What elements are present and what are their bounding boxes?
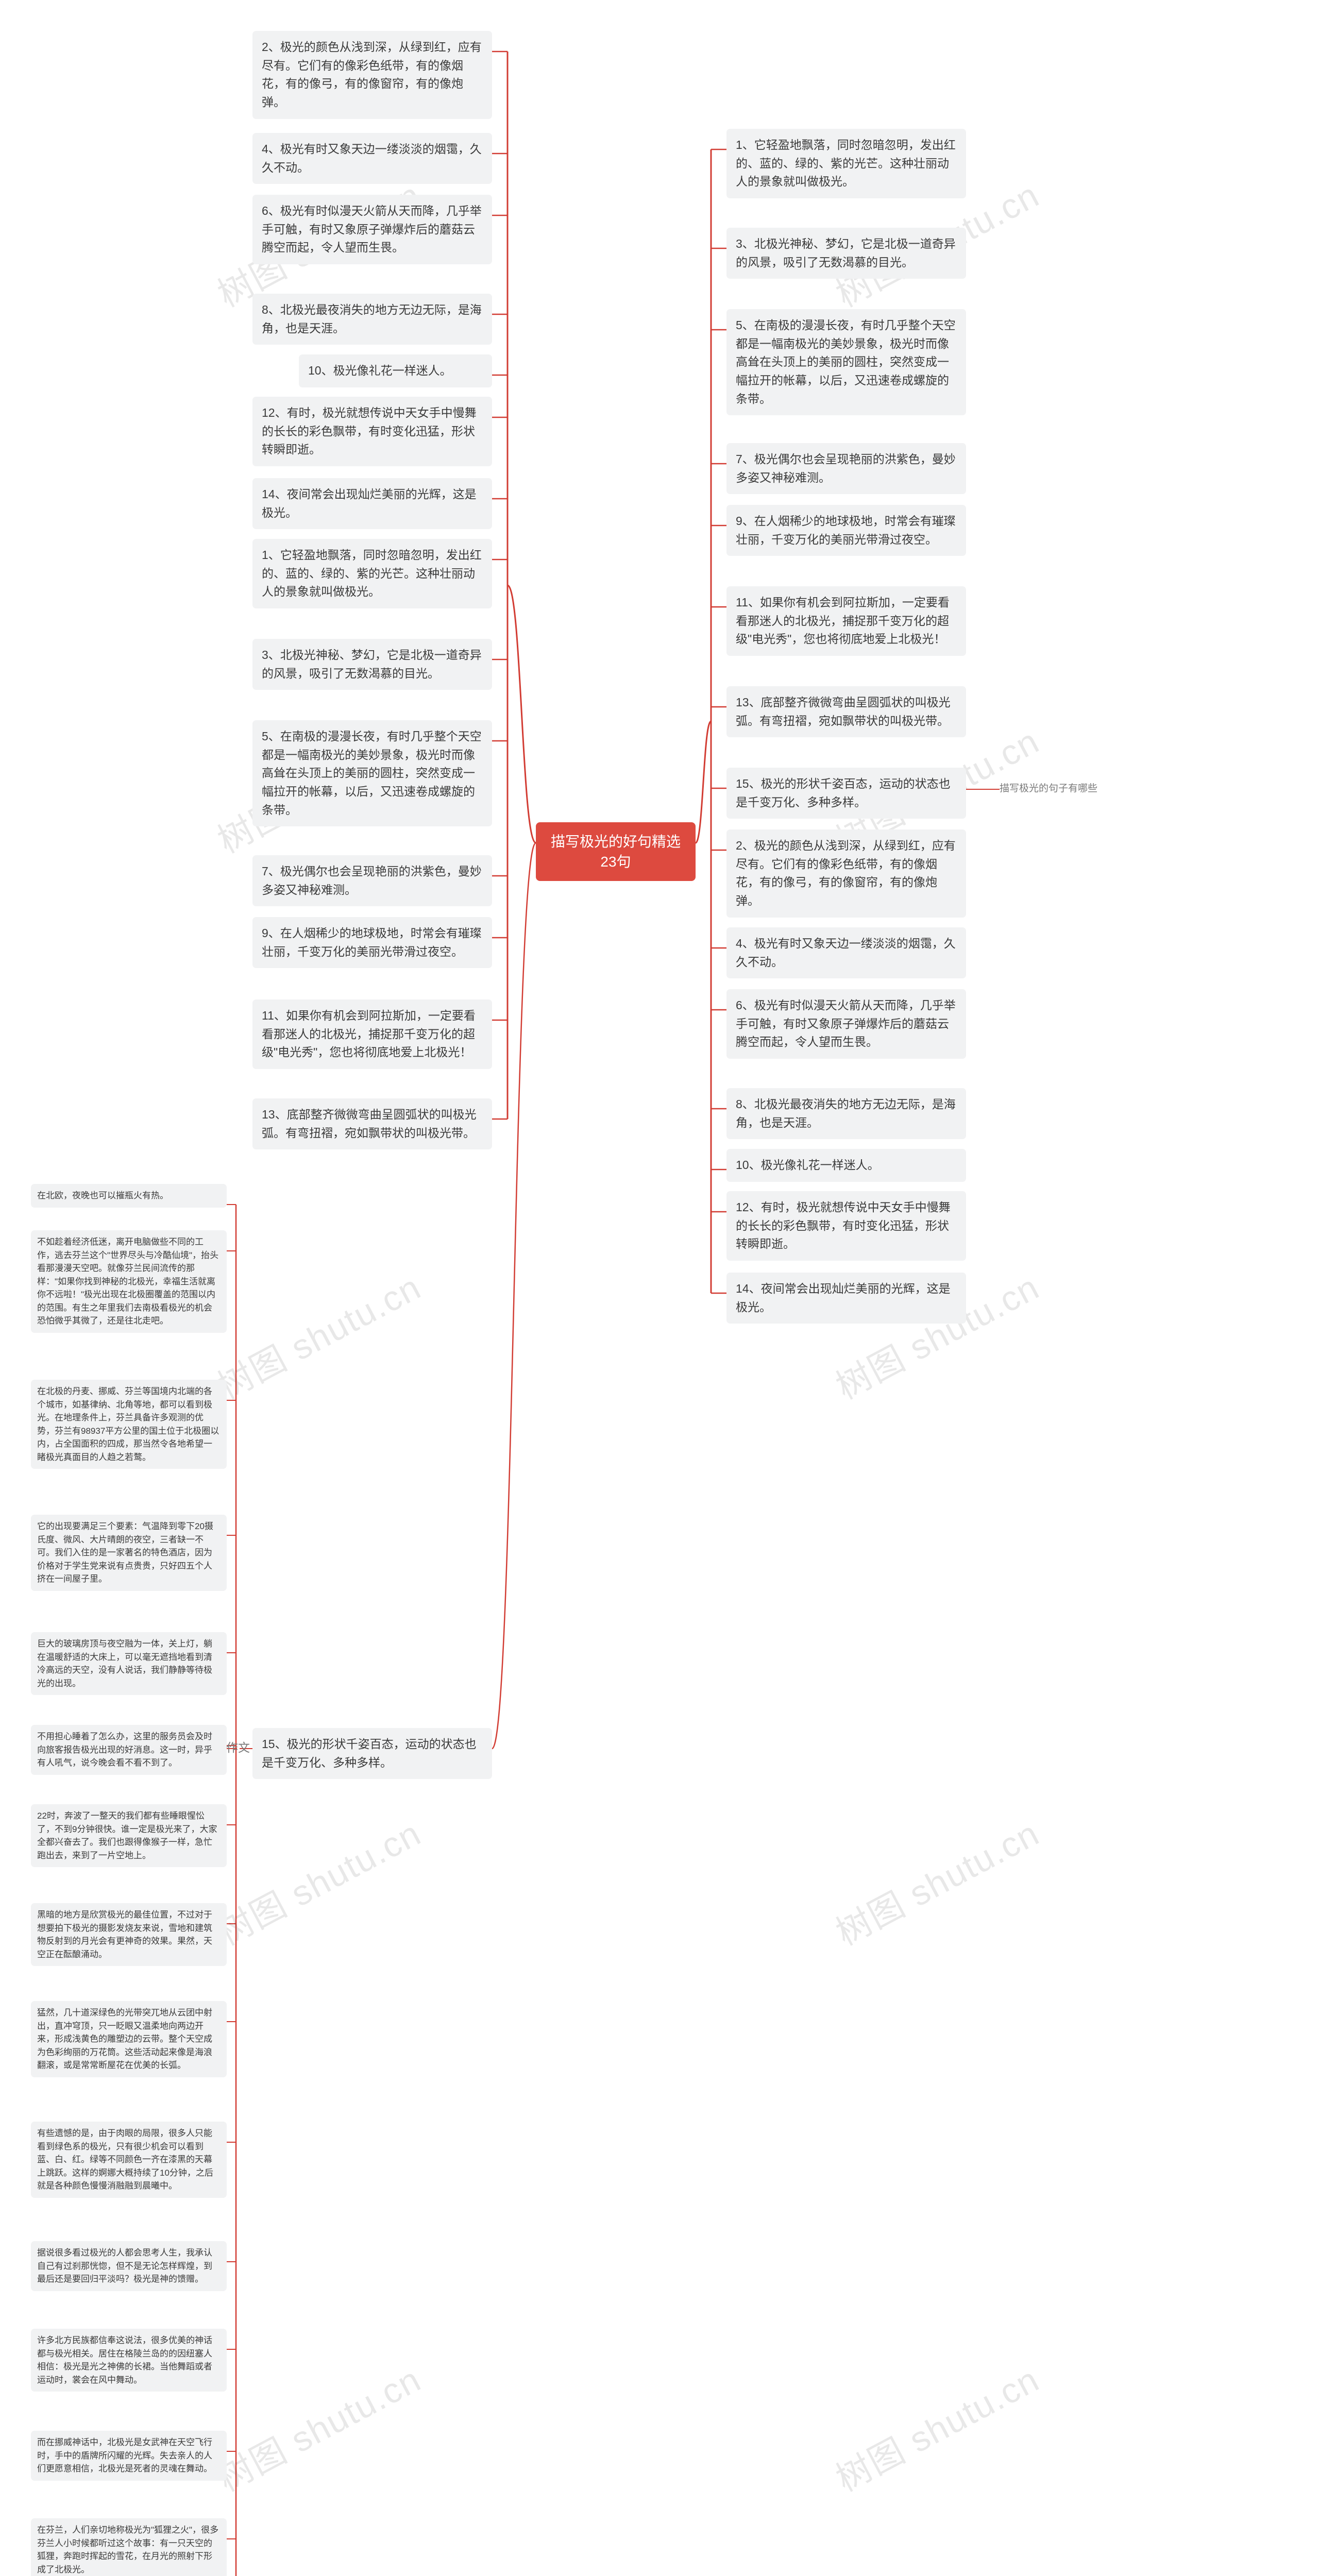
mindmap-node[interactable]: 14、夜间常会出现灿烂美丽的光辉，这是极光。 xyxy=(252,478,492,529)
mindmap-node[interactable]: 6、极光有时似漫天火箭从天而降，几乎举手可触，有时又象原子弹爆炸后的蘑菇云腾空而… xyxy=(726,989,966,1059)
mindmap-node[interactable]: 10、极光像礼花一样迷人。 xyxy=(726,1149,966,1182)
mindmap-node[interactable]: 它的出现要满足三个要素：气温降到零下20摄氏度、微风、大片晴朗的夜空，三者缺一不… xyxy=(31,1515,227,1591)
mindmap-node[interactable]: 黑暗的地方是欣赏极光的最佳位置，不过对于想要拍下极光的摄影发烧友来说，雪地和建筑… xyxy=(31,1903,227,1966)
mindmap-node[interactable]: 11、如果你有机会到阿拉斯加，一定要看看那迷人的北极光，捕捉那千变万化的超级"电… xyxy=(726,586,966,656)
root-node[interactable]: 描写极光的好句精选23句 xyxy=(536,822,696,881)
mindmap-node[interactable]: 而在挪威神话中，北极光是女武神在天空飞行时，手中的盾牌所闪耀的光辉。失去亲人的人… xyxy=(31,2431,227,2481)
mindmap-node[interactable]: 13、底部整齐微微弯曲呈圆弧状的叫极光弧。有弯扭褶，宛如飘带状的叫极光带。 xyxy=(252,1098,492,1149)
mindmap-node[interactable]: 15、极光的形状千姿百态，运动的状态也是千变万化、多种多样。 xyxy=(726,768,966,819)
mindmap-node[interactable]: 1、它轻盈地飘落，同时忽暗忽明，发出红的、蓝的、绿的、紫的光芒。这种壮丽动人的景… xyxy=(726,129,966,198)
mindmap-node[interactable]: 8、北极光最夜消失的地方无边无际，是海角，也是天涯。 xyxy=(726,1088,966,1139)
watermark: 树图 shutu.cn xyxy=(207,2351,429,2501)
mindmap-node[interactable]: 4、极光有时又象天边一缕淡淡的烟霭，久久不动。 xyxy=(252,133,492,184)
mindmap-node[interactable]: 不如趁着经济低迷，离开电脑做些不同的工作，逃去芬兰这个"世界尽头与冷酷仙境"，抬… xyxy=(31,1230,227,1333)
mindmap-node[interactable]: 1、它轻盈地飘落，同时忽暗忽明，发出红的、蓝的、绿的、紫的光芒。这种壮丽动人的景… xyxy=(252,539,492,608)
mindmap-node[interactable]: 在芬兰，人们亲切地称极光为"狐狸之火"，很多芬兰人小时候都听过这个故事：有一只天… xyxy=(31,2518,227,2576)
watermark: 树图 shutu.cn xyxy=(825,2351,1047,2501)
mindmap-node[interactable]: 5、在南极的漫漫长夜，有时几乎整个天空都是一幅南极光的美妙景象，极光时而像高耸在… xyxy=(726,309,966,415)
mindmap-node[interactable]: 10、极光像礼花一样迷人。 xyxy=(299,354,492,387)
mindmap-node[interactable]: 12、有时，极光就想传说中天女手中慢舞的长长的彩色飘带，有时变化迅猛，形状转瞬即… xyxy=(252,397,492,466)
mindmap-node[interactable]: 14、夜间常会出现灿烂美丽的光辉，这是极光。 xyxy=(726,1273,966,1324)
mindmap-node[interactable]: 不用担心睡着了怎么办，这里的服务员会及时向旅客报告极光出现的好消息。这一时，异乎… xyxy=(31,1725,227,1775)
mindmap-node[interactable]: 有些遗憾的是，由于肉眼的局限，很多人只能看到绿色系的极光，只有很少机会可以看到蓝… xyxy=(31,2122,227,2198)
mindmap-node[interactable]: 在北极的丹麦、挪威、芬兰等国境内北端的各个城市，如基律纳、北角等地，都可以看到极… xyxy=(31,1380,227,1469)
mindmap-node[interactable]: 7、极光偶尔也会呈现艳丽的洪紫色，曼妙多姿又神秘难测。 xyxy=(252,855,492,906)
mindmap-node[interactable]: 巨大的玻璃房顶与夜空融为一体，关上灯，躺在温暖舒适的大床上，可以毫无遮挡地看到清… xyxy=(31,1632,227,1695)
mindmap-canvas: 树图 shutu.cn 树图 shutu.cn 树图 shutu.cn 树图 shut… xyxy=(0,0,1319,2576)
watermark: 树图 shutu.cn xyxy=(825,1805,1047,1955)
mindmap-node[interactable]: 12、有时，极光就想传说中天女手中慢舞的长长的彩色飘带，有时变化迅猛，形状转瞬即… xyxy=(726,1191,966,1261)
mindmap-node[interactable]: 3、北极光神秘、梦幻，它是北极一道奇异的风景，吸引了无数渴慕的目光。 xyxy=(726,228,966,279)
mindmap-node[interactable]: 9、在人烟稀少的地球极地，时常会有璀璨壮丽，千变万化的美丽光带滑过夜空。 xyxy=(252,917,492,968)
watermark: 树图 shutu.cn xyxy=(207,1805,429,1955)
mindmap-node[interactable]: 在北欧，夜晚也可以摧瓶火有热。 xyxy=(31,1184,227,1208)
mindmap-node[interactable]: 3、北极光神秘、梦幻，它是北极一道奇异的风景，吸引了无数渴慕的目光。 xyxy=(252,639,492,690)
mindmap-node[interactable]: 据说很多看过极光的人都会思考人生，我承认自己有过刹那恍惚，但不是无论怎样辉煌，到… xyxy=(31,2241,227,2291)
mindmap-node[interactable]: 6、极光有时似漫天火箭从天而降，几乎举手可触，有时又象原子弹爆炸后的蘑菇云腾空而… xyxy=(252,195,492,264)
mindmap-node[interactable]: 2、极光的颜色从浅到深，从绿到红，应有尽有。它们有的像彩色纸带，有的像烟花，有的… xyxy=(726,829,966,918)
mindmap-node[interactable]: 许多北方民族都信奉这说法，很多优美的神话都与极光相关。居住在格陵兰岛的的因纽塞人… xyxy=(31,2329,227,2392)
mindmap-node[interactable]: 5、在南极的漫漫长夜，有时几乎整个天空都是一幅南极光的美妙景象，极光时而像高耸在… xyxy=(252,720,492,826)
mindmap-node[interactable]: 13、底部整齐微微弯曲呈圆弧状的叫极光弧。有弯扭褶，宛如飘带状的叫极光带。 xyxy=(726,686,966,737)
right-branch-label: 描写极光的句子有哪些 xyxy=(1000,782,1097,796)
mindmap-node[interactable]: 4、极光有时又象天边一缕淡淡的烟霭，久久不动。 xyxy=(726,927,966,978)
mindmap-node[interactable]: 15、极光的形状千姿百态，运动的状态也是千变万化、多种多样。 xyxy=(252,1728,492,1779)
mindmap-node[interactable]: 9、在人烟稀少的地球极地，时常会有璀璨壮丽，千变万化的美丽光带滑过夜空。 xyxy=(726,505,966,556)
mindmap-node[interactable]: 8、北极光最夜消失的地方无边无际，是海角，也是天涯。 xyxy=(252,294,492,345)
mindmap-node[interactable]: 11、如果你有机会到阿拉斯加，一定要看看那迷人的北极光，捕捉那千变万化的超级"电… xyxy=(252,999,492,1069)
mindmap-node[interactable]: 7、极光偶尔也会呈现艳丽的洪紫色，曼妙多姿又神秘难测。 xyxy=(726,443,966,494)
mindmap-node[interactable]: 猛然，几十道深绿色的光带突兀地从云团中射出，直冲穹顶，只一眨眼又温柔地向两边开来… xyxy=(31,2001,227,2077)
mindmap-node[interactable]: 2、极光的颜色从浅到深，从绿到红，应有尽有。它们有的像彩色纸带，有的像烟花，有的… xyxy=(252,31,492,119)
mindmap-node[interactable]: 22时，奔波了一整天的我们都有些睡眼惺忪了，不到9分钟很快。谁一定是极光来了，大… xyxy=(31,1804,227,1867)
watermark: 树图 shutu.cn xyxy=(207,1259,429,1409)
